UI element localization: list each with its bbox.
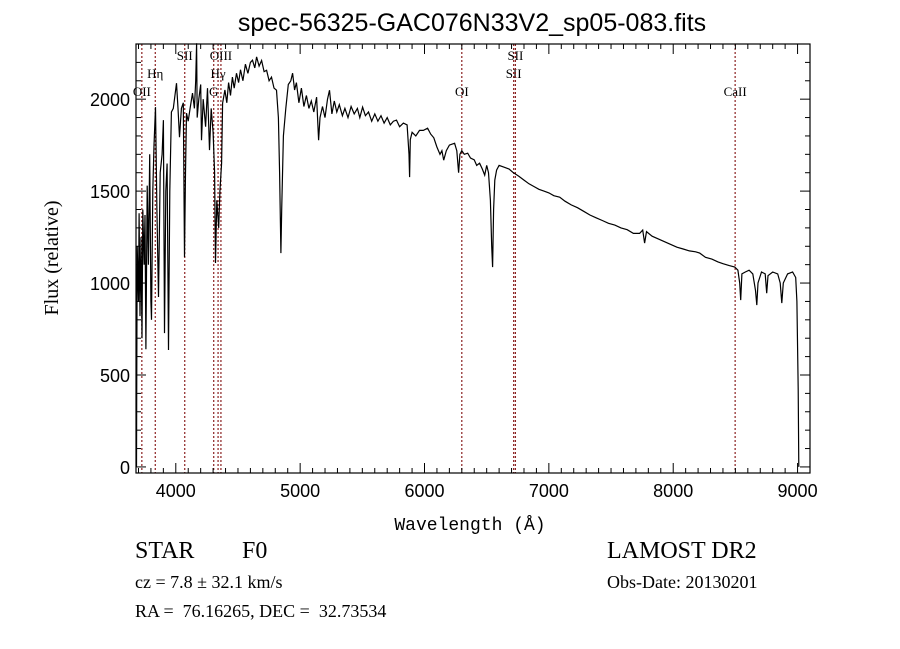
line-marker-label: OIII (210, 48, 232, 63)
line-marker-label: Hη (147, 66, 163, 81)
line-marker-label: OII (133, 84, 151, 99)
coordinates: RA = 76.16265, DEC = 32.73534 (135, 601, 387, 621)
axis-ticks: 4000 5000 6000 7000 8000 9000 0 500 1000 1500 2000 (90, 43, 818, 501)
x-tick-label: 4000 (156, 481, 196, 501)
line-marker-label: CaII (724, 84, 747, 99)
line-marker-label: Hγ (211, 66, 226, 81)
subclass: F0 (242, 538, 268, 564)
line-marker-label: OI (455, 84, 469, 99)
x-tick-label: 5000 (280, 481, 320, 501)
x-tick-label: 6000 (404, 481, 444, 501)
object-class: STAR (135, 538, 195, 564)
y-tick-label: 2000 (90, 90, 130, 110)
obs-date: Obs-Date: 20130201 (607, 572, 758, 592)
line-marker-label: SII (177, 48, 193, 63)
y-tick-label: 1000 (90, 274, 130, 294)
x-axis-label: Wavelength (Å) (394, 515, 545, 536)
chart-title: spec-56325-GAC076N33V2_sp05-083.fits (238, 9, 706, 37)
y-tick-label: 500 (100, 366, 130, 386)
line-marker-label: SII (506, 66, 522, 81)
x-tick-label: 8000 (653, 481, 693, 501)
y-tick-label: 1500 (90, 182, 130, 202)
line-marker-label: G (209, 84, 218, 99)
plot-frame (135, 43, 811, 474)
line-marker-label: SII (507, 48, 523, 63)
y-tick-label: 0 (120, 458, 130, 478)
y-axis-label: Flux (relative) (41, 201, 63, 316)
x-tick-label: 9000 (778, 481, 818, 501)
survey-name: LAMOST DR2 (607, 538, 757, 564)
redshift-cz: cz = 7.8 ± 32.1 km/s (135, 572, 283, 592)
line-markers: OII Hη SII G Hγ OIII OI SII SII CaII (133, 44, 747, 473)
spectrum-line (135, 43, 800, 467)
x-tick-label: 7000 (529, 481, 569, 501)
